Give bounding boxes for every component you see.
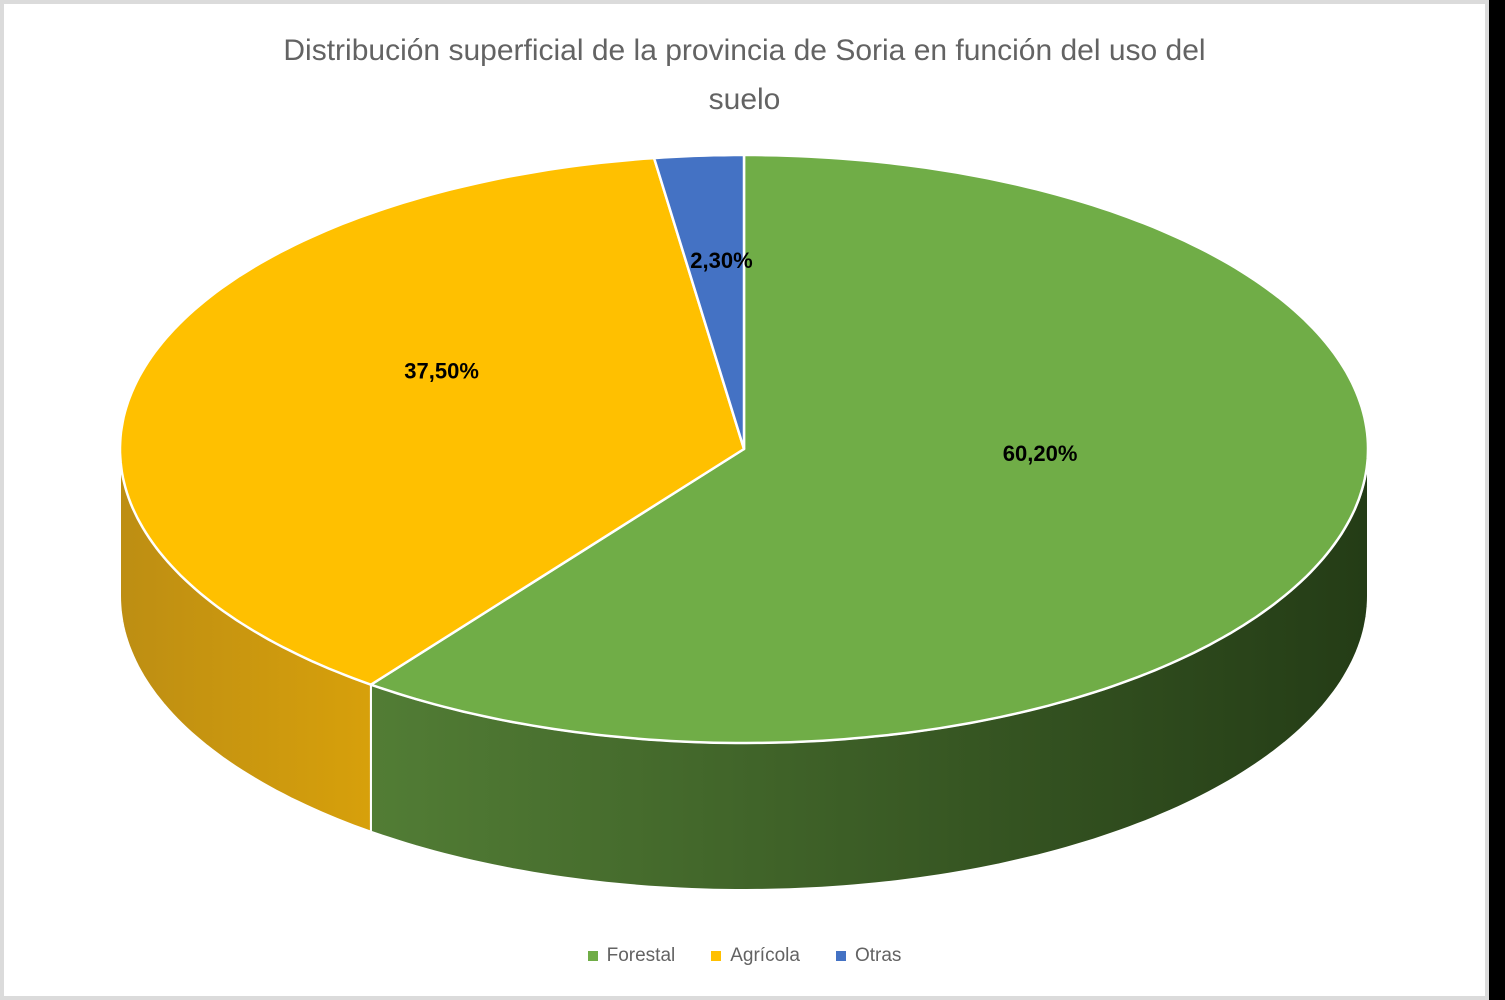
legend-label: Otras <box>854 945 902 966</box>
legend-swatch-icon <box>711 951 722 961</box>
pie-slice-Forestal <box>369 153 1370 745</box>
pie-slice-Agrícola <box>118 156 746 686</box>
pie-data-label-Otras: 2,30% <box>690 248 752 273</box>
legend-label: Forestal <box>606 945 676 966</box>
pie-data-label-Forestal: 60,20% <box>1003 441 1078 466</box>
chart-title-line2: suelo <box>708 83 781 116</box>
legend-label: Agrícola <box>730 945 800 966</box>
legend-swatch-icon <box>587 951 598 961</box>
chart-title: Distribución superficial de la provincia… <box>4 26 1485 124</box>
pie-data-label-Agrícola: 37,50% <box>404 359 479 384</box>
legend-item-Agrícola: Agrícola <box>711 945 800 967</box>
legend-swatch-icon <box>835 951 846 961</box>
chart-legend: Forestal Agrícola Otras <box>4 945 1485 967</box>
chart-title-line1: Distribución superficial de la provincia… <box>283 34 1206 67</box>
right-black-strip <box>1489 0 1505 1000</box>
pie-slice-Otras <box>652 153 746 451</box>
legend-item-Forestal: Forestal <box>587 945 676 967</box>
legend-item-Otras: Otras <box>835 945 902 967</box>
